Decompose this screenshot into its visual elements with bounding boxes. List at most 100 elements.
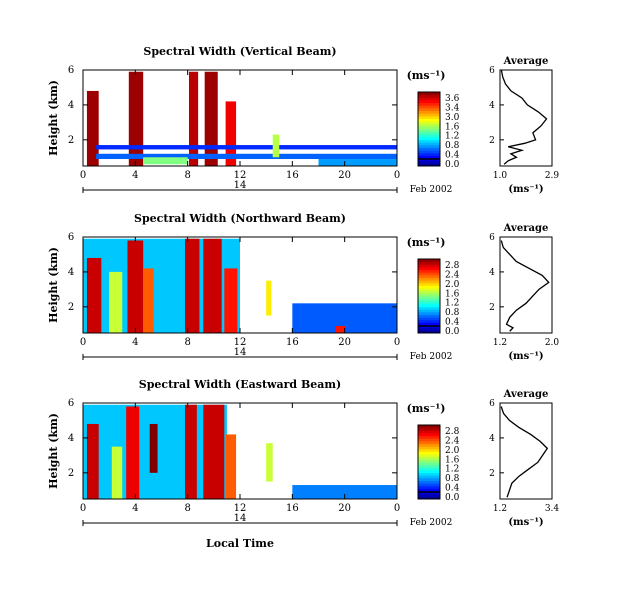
colorbar-swatch <box>418 443 440 447</box>
colorbar-swatch <box>418 105 440 109</box>
colorbar-swatch <box>418 92 440 96</box>
colorbar-swatch <box>418 303 440 308</box>
colorbar-swatch <box>418 131 440 135</box>
x-tick-label: 4 <box>132 170 138 181</box>
colorbar-swatch <box>418 152 440 156</box>
colorbar-swatch <box>418 496 440 500</box>
x-tick-label: 4 <box>132 337 138 348</box>
average-x-tick-label: 2.9 <box>545 171 560 181</box>
data-block <box>203 404 225 499</box>
colorbar-tick-label: 3.0 <box>445 113 460 123</box>
x-tick-label: 0 <box>394 170 400 181</box>
colorbar-swatch <box>418 446 440 450</box>
colorbar-tick-label: 0.8 <box>445 141 460 151</box>
average-y-tick-label: 6 <box>489 233 495 243</box>
x-tick-label: 0 <box>80 337 86 348</box>
colorbar-tick-label: 3.6 <box>445 94 460 104</box>
colorbar-swatch <box>418 129 440 133</box>
average-profile-line <box>500 406 549 498</box>
average-y-tick-label: 6 <box>489 399 495 409</box>
day-label: 14 <box>234 180 247 191</box>
colorbar-swatch <box>418 440 440 444</box>
data-block <box>126 406 140 499</box>
colorbar-swatch <box>418 269 440 273</box>
colorbar-tick-label: 1.6 <box>445 289 460 299</box>
x-tick-label: 12 <box>234 170 247 181</box>
colorbar-swatch <box>418 438 440 442</box>
colorbar-swatch <box>418 126 440 130</box>
average-x-tick-label: 1.2 <box>493 504 507 514</box>
colorbar-swatch <box>418 110 440 114</box>
y-axis-label: Height (km) <box>47 247 60 323</box>
x-tick-label: 20 <box>338 503 351 514</box>
average-y-tick-label: 2 <box>489 469 495 479</box>
data-block <box>272 134 280 158</box>
colorbar-swatch <box>418 456 440 460</box>
data-block <box>127 240 144 333</box>
colorbar-tick-label: 2.4 <box>445 270 460 280</box>
colorbar-tick-label: 2.8 <box>445 427 460 437</box>
colorbar-swatch <box>418 259 440 263</box>
average-y-tick-label: 2 <box>489 136 495 146</box>
average-profile-line <box>500 69 548 165</box>
average-x-tick-label: 2.0 <box>545 338 560 348</box>
colorbar-swatch <box>418 319 440 323</box>
colorbar-swatch <box>418 134 440 138</box>
colorbar-swatch <box>418 150 440 154</box>
colorbar-swatch <box>418 147 440 151</box>
colorbar-tick-label: 2.4 <box>445 436 460 446</box>
colorbar-swatch <box>418 282 440 286</box>
y-tick-label: 4 <box>68 267 74 278</box>
colorbar-swatch <box>418 480 440 484</box>
data-block <box>185 404 197 499</box>
data-block <box>86 257 102 333</box>
colorbar-swatch <box>418 430 440 434</box>
x-tick-label: 16 <box>286 337 299 348</box>
colorbar-swatch <box>418 462 440 466</box>
colorbar-swatch <box>418 483 440 487</box>
average-x-tick-label: 3.4 <box>545 504 560 514</box>
colorbar-swatch <box>418 272 440 276</box>
average-x-tick-label: 1.0 <box>493 171 508 181</box>
colorbar-swatch <box>418 451 440 455</box>
colorbar-swatch <box>418 306 440 310</box>
colorbar-swatch <box>418 488 440 492</box>
average-unit: (ms⁻¹) <box>508 351 543 362</box>
colorbar-swatch <box>418 469 440 474</box>
colorbar-swatch <box>418 477 440 481</box>
data-block <box>318 159 397 166</box>
colorbar-swatch <box>418 467 440 471</box>
average-profile-line <box>500 240 550 332</box>
colorbar-tick-label: 1.2 <box>445 299 459 309</box>
colorbar-unit: (ms⁻¹) <box>407 69 446 82</box>
colorbar-swatch <box>418 115 440 119</box>
average-frame <box>499 402 553 500</box>
y-tick-label: 2 <box>68 302 74 313</box>
y-tick-label: 4 <box>68 100 74 111</box>
colorbar-swatch <box>418 290 440 294</box>
colorbar-swatch <box>418 427 440 431</box>
colorbar-swatch <box>418 296 440 300</box>
colorbar-swatch <box>418 99 440 104</box>
x-tick-label: 16 <box>286 170 299 181</box>
x-tick-label: 20 <box>338 170 351 181</box>
average-title: Average <box>503 56 549 67</box>
colorbar-swatch <box>418 493 440 497</box>
colorbar-tick-label: 0.0 <box>445 493 460 503</box>
colorbar-tick-label: 3.4 <box>445 103 460 113</box>
x-tick-label: 16 <box>286 503 299 514</box>
average-y-tick-label: 4 <box>489 268 495 278</box>
colorbar-frame <box>417 258 441 334</box>
colorbar-tick-label: 2.0 <box>445 446 460 456</box>
data-block <box>204 71 218 166</box>
average-unit: (ms⁻¹) <box>508 184 543 195</box>
data-block <box>188 71 199 166</box>
data-block <box>266 443 273 482</box>
colorbar-swatch <box>418 432 440 437</box>
colorbar-tick-label: 0.4 <box>445 318 460 328</box>
colorbar-swatch <box>418 322 440 326</box>
colorbar-tick-label: 0.8 <box>445 308 460 318</box>
data-block <box>266 280 272 316</box>
y-tick-label: 4 <box>68 433 74 444</box>
data-block <box>143 157 188 165</box>
